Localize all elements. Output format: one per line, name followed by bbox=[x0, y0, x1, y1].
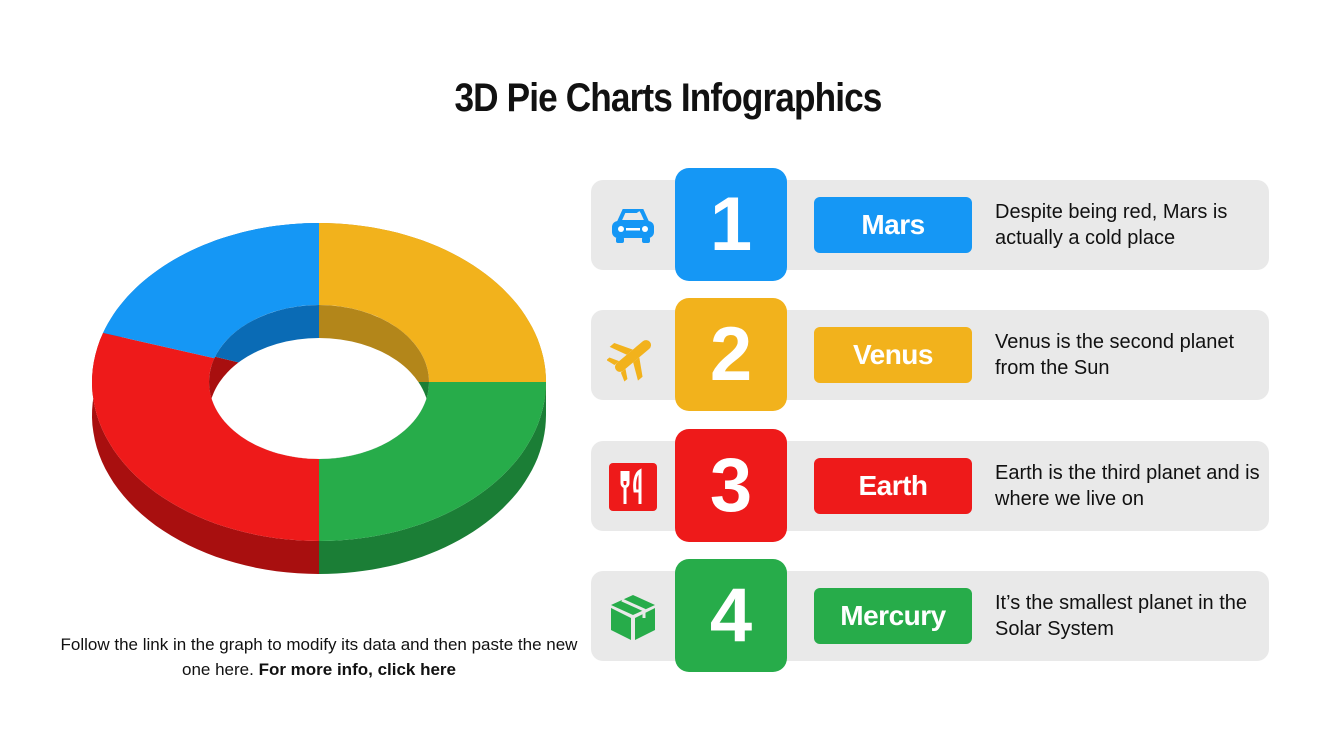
page-title: 3D Pie Charts Infographics bbox=[454, 76, 882, 120]
item-label: Earth bbox=[814, 458, 972, 514]
slice-3 bbox=[103, 223, 319, 359]
donut-chart bbox=[92, 223, 546, 574]
item-row-venus: 2 Venus Venus is the second planet from … bbox=[591, 298, 1269, 411]
item-label: Mars bbox=[814, 197, 972, 253]
item-label: Venus bbox=[814, 327, 972, 383]
slice-0 bbox=[319, 223, 546, 382]
item-row-earth: 3 Earth Earth is the third planet and is… bbox=[591, 429, 1269, 542]
item-description: It’s the smallest planet in the Solar Sy… bbox=[995, 592, 1247, 640]
car-icon bbox=[607, 200, 659, 252]
item-description: Despite being red, Mars is actually a co… bbox=[995, 201, 1228, 249]
item-number: 1 bbox=[675, 168, 787, 281]
footer-text: Follow the link in the graph to modify i… bbox=[60, 635, 578, 679]
airplane-icon bbox=[606, 330, 659, 382]
item-number: 2 bbox=[675, 298, 787, 411]
slice-2 bbox=[92, 332, 319, 541]
item-number: 4 bbox=[675, 559, 787, 672]
item-label: Mercury bbox=[814, 588, 972, 644]
slice-1 bbox=[319, 382, 546, 541]
utensils-icon bbox=[607, 461, 659, 513]
slice-side-2 bbox=[92, 332, 319, 574]
item-row-mars: 1 Mars Despite being red, Mars is actual… bbox=[591, 168, 1269, 281]
item-description: Venus is the second planet from the Sun bbox=[995, 331, 1235, 379]
more-info-link[interactable]: For more info, click here bbox=[258, 660, 457, 679]
item-row-mercury: 4 Mercury It’s the smallest planet in th… bbox=[591, 559, 1269, 672]
footer-note: Follow the link in the graph to modify i… bbox=[60, 632, 578, 682]
item-description: Earth is the third planet and is where w… bbox=[995, 462, 1260, 510]
slice-side-1 bbox=[319, 382, 546, 574]
item-number: 3 bbox=[675, 429, 787, 542]
box-icon bbox=[607, 591, 659, 643]
